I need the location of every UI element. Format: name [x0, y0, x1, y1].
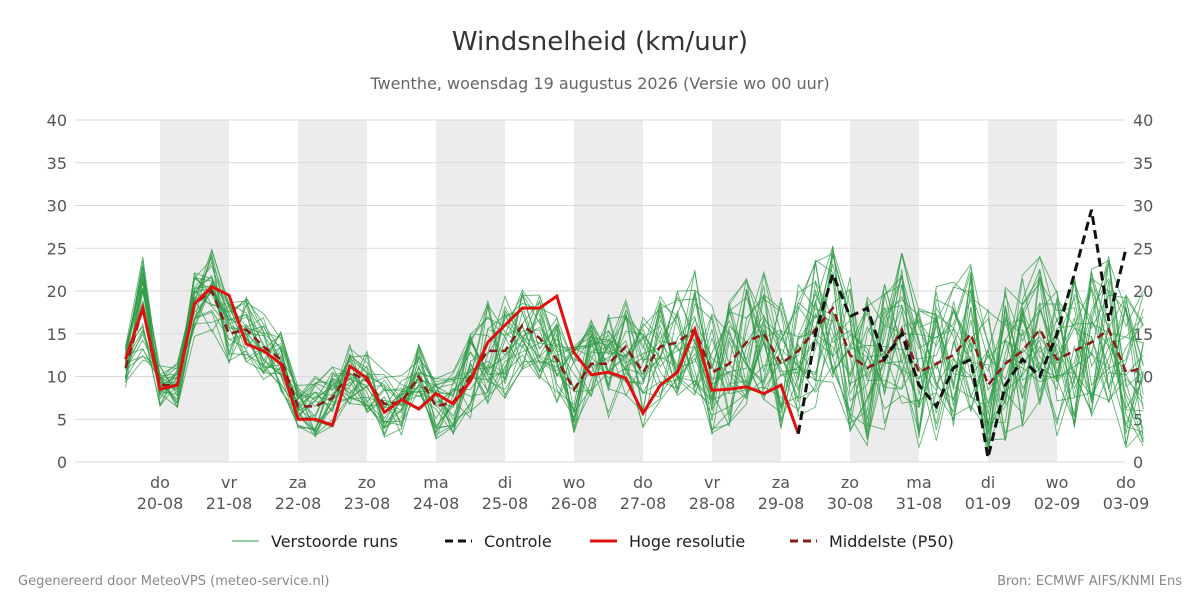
- median-line: [124, 289, 1144, 408]
- legend-label-hires: Hoge resolutie: [629, 532, 745, 551]
- x-tick-day: vr: [704, 473, 720, 492]
- chart-subtitle: Twenthe, woensdag 19 augustus 2026 (Vers…: [369, 74, 829, 93]
- legend-label-median: Middelste (P50): [829, 532, 954, 551]
- x-tick-day: ma: [906, 473, 931, 492]
- ensemble-member: [125, 265, 1144, 423]
- y-tick-label: 30: [47, 197, 67, 216]
- x-tick-date: 24-08: [413, 494, 460, 513]
- x-tick-date: 03-09: [1103, 494, 1150, 513]
- control-series: [796, 209, 1128, 459]
- y-tick-label: 0: [1133, 453, 1143, 472]
- x-tick-day: do: [633, 473, 653, 492]
- x-tick-date: 21-08: [206, 494, 253, 513]
- y-tick-label: 15: [47, 325, 67, 344]
- x-tick-day: wo: [1046, 473, 1069, 492]
- x-tick-day: za: [772, 473, 790, 492]
- y-tick-label: 40: [47, 111, 67, 130]
- x-tick-date: 30-08: [827, 494, 874, 513]
- hires-series: [124, 284, 800, 435]
- x-tick-day: di: [981, 473, 996, 492]
- median-series: [124, 289, 1144, 408]
- y-tick-label: 40: [1133, 111, 1153, 130]
- y-tick-label: 25: [1133, 239, 1153, 258]
- legend-label-ensemble: Verstoorde runs: [271, 532, 398, 551]
- y-tick-label: 0: [57, 453, 67, 472]
- grid-lines: [75, 119, 1125, 463]
- x-tick-date: 26-08: [551, 494, 598, 513]
- x-tick-day: di: [498, 473, 513, 492]
- ensemble-member: [125, 275, 1144, 457]
- y-tick-label: 35: [1133, 154, 1153, 173]
- ensemble-lines: [125, 245, 1144, 457]
- y-tick-label: 15: [1133, 325, 1153, 344]
- x-tick-day: wo: [563, 473, 586, 492]
- x-tick-day: do: [1116, 473, 1136, 492]
- x-tick-date: 28-08: [689, 494, 736, 513]
- footer-credit: Gegenereerd door MeteoVPS (meteo-service…: [18, 574, 329, 589]
- ensemble-member: [125, 248, 1144, 441]
- y-tick-label: 30: [1133, 197, 1153, 216]
- y-tick-label: 20: [47, 282, 67, 301]
- y-tick-label: 35: [47, 154, 67, 173]
- x-tick-date: 31-08: [896, 494, 943, 513]
- x-tick-day: do: [150, 473, 170, 492]
- x-tick-day: vr: [221, 473, 237, 492]
- legend: Verstoorde runs Controle Hoge resolutie Mid…: [232, 532, 954, 551]
- y-axis-left: 0 5 10 15 20 25 30 35 40: [47, 111, 67, 472]
- x-tick-day: zo: [358, 473, 376, 492]
- legend-label-control: Controle: [484, 532, 552, 551]
- footer-source: Bron: ECMWF AIFS/KNMI Ens: [997, 574, 1182, 589]
- chart-title: Windsnelheid (km/uur): [452, 27, 748, 57]
- x-tick-date: 27-08: [620, 494, 667, 513]
- x-tick-date: 29-08: [758, 494, 805, 513]
- y-tick-label: 5: [1133, 410, 1143, 429]
- y-tick-label: 25: [47, 239, 67, 258]
- y-tick-label: 10: [47, 368, 67, 387]
- x-tick-date: 01-09: [965, 494, 1012, 513]
- x-tick-date: 20-08: [137, 494, 184, 513]
- y-tick-label: 5: [57, 410, 67, 429]
- x-tick-date: 25-08: [482, 494, 529, 513]
- hires-line: [124, 284, 800, 435]
- x-tick-date: 22-08: [275, 494, 322, 513]
- ensemble-member: [125, 252, 1144, 433]
- x-tick-date: 23-08: [344, 494, 391, 513]
- ensemble-member: [125, 260, 1144, 440]
- x-tick-date: 02-09: [1034, 494, 1081, 513]
- control-line: [796, 209, 1128, 459]
- x-tick-day: za: [289, 473, 307, 492]
- x-tick-day: ma: [423, 473, 448, 492]
- x-axis: do 20-08 vr 21-08 za 22-08 zo 23-08 ma 24-08 di 25-…: [137, 473, 1150, 513]
- x-tick-day: zo: [841, 473, 859, 492]
